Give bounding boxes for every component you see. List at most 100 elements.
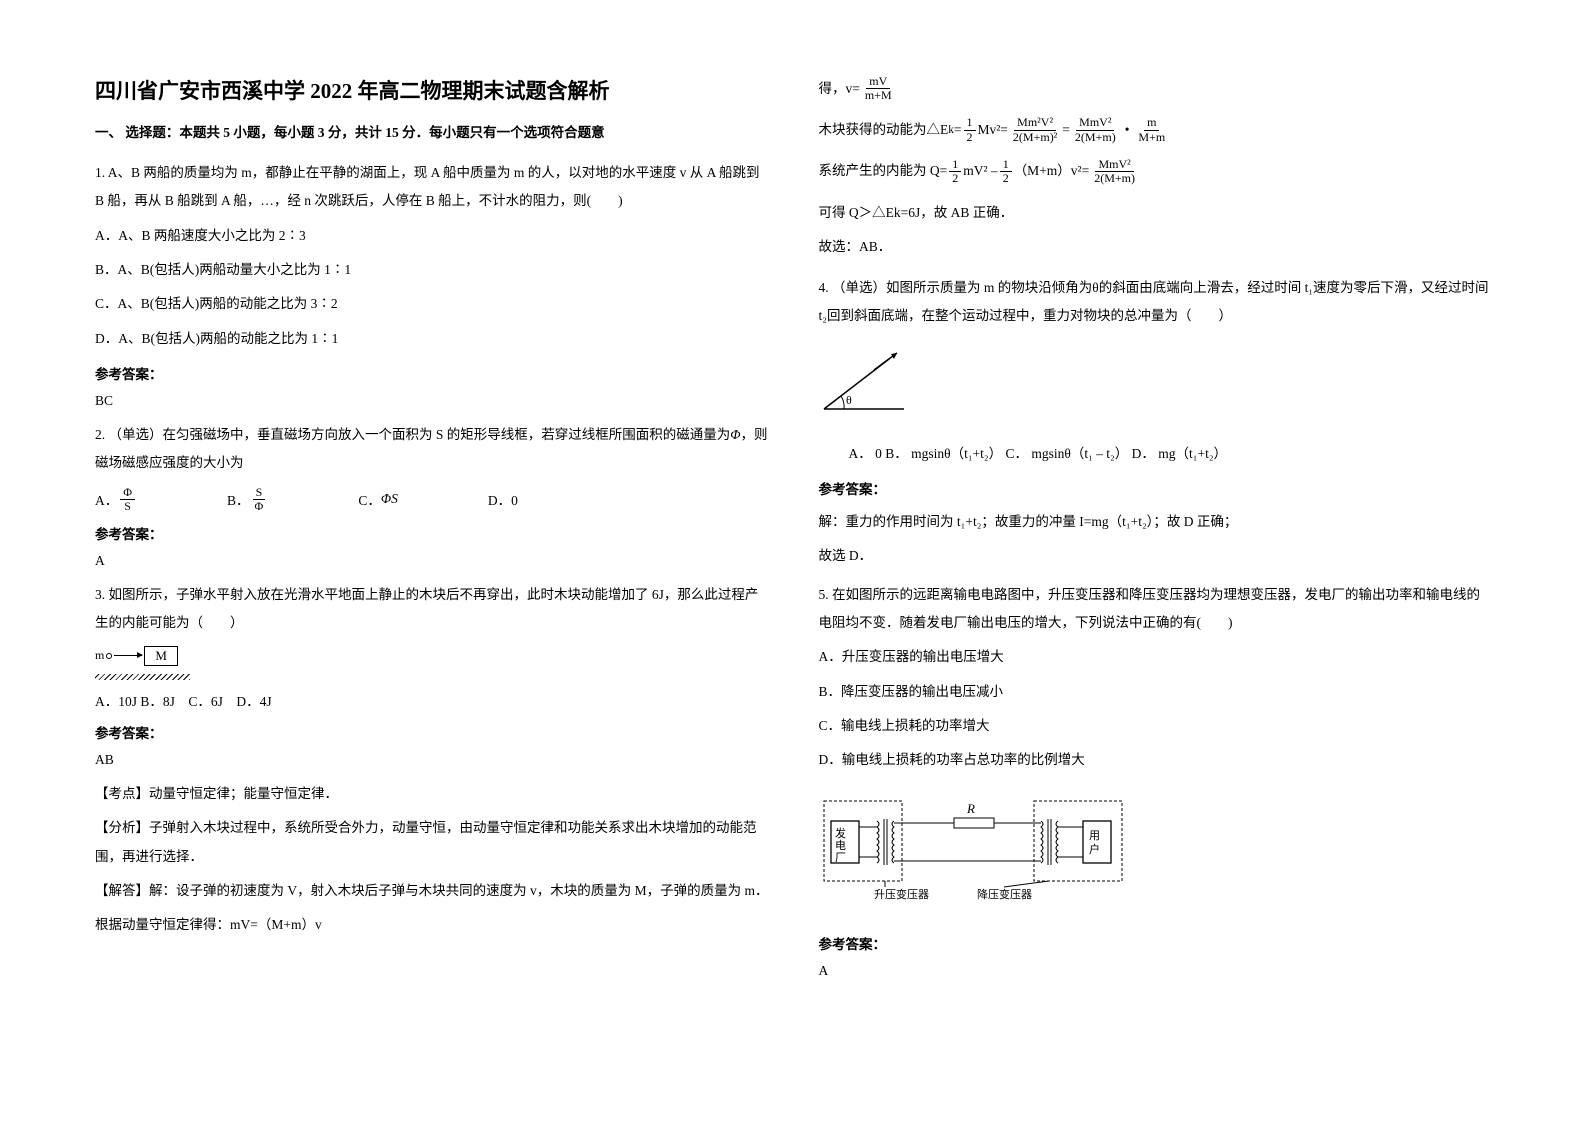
q2-opt-c: C． ΦS	[358, 489, 398, 509]
arrow-icon	[114, 655, 142, 656]
q2-phi: Φ	[730, 427, 740, 442]
q5-opt-c: C．输电线上损耗的功率增大	[819, 712, 1493, 740]
q1-answer: BC	[95, 393, 769, 409]
page-title: 四川省广安市西溪中学 2022 年高二物理期末试题含解析	[95, 75, 769, 105]
right-column: 得， v= mV m+M 木块获得的动能为△Ek = 1 2 Mv²= Mm²V…	[794, 75, 1493, 1092]
q-mv2a: mV² –	[963, 161, 997, 181]
q5-opt-a: A．升压变压器的输出电压增大	[819, 643, 1493, 671]
frac-den: Φ	[252, 500, 267, 513]
up-transformer-label: 升压变压器	[874, 887, 929, 901]
q5-opt-d: D．输电线上损耗的功率占总功率的比例增大	[819, 746, 1493, 774]
q2-opt-c-label: C．	[358, 489, 381, 509]
ek-pre: 木块获得的动能为△E	[819, 120, 949, 140]
q2-opt-a: A． Φ S	[95, 486, 137, 513]
frac-num: MmV²	[1095, 158, 1133, 172]
q3-line4: 可得 Q＞△Ek=6J，故 AB 正确．	[819, 199, 1493, 227]
incline-diagram: θ	[819, 347, 919, 417]
q3-line5: 故选：AB．	[819, 233, 1493, 261]
q2-answer: A	[95, 553, 769, 569]
frac-den: 2	[949, 172, 961, 185]
q3-answer: AB	[95, 752, 769, 768]
q3-note4: 根据动量守恒定律得：mV=（M+m）v	[95, 911, 769, 939]
eq-v-lhs: v=	[846, 79, 860, 99]
frac-den: 2(M+m)	[1072, 131, 1119, 144]
block-box: M	[144, 646, 178, 666]
frac-den: 2	[1000, 172, 1012, 185]
q5-stem: 5. 在如图所示的远距离输电电路图中，升压变压器和降压变压器均为理想变压器，发电…	[819, 581, 1493, 638]
q1-opt-b: B．A、B(包括人)两船动量大小之比为 1∶1	[95, 256, 769, 284]
r-label: R	[966, 801, 975, 816]
frac-den: S	[121, 500, 134, 513]
q2-stem: 2. （单选）在匀强磁场中，垂直磁场方向放入一个面积为 S 的矩形导线框，若穿过…	[95, 421, 769, 478]
q-f: MmV² 2(M+m)	[1091, 158, 1138, 185]
q-mv2b: （M+m）v²=	[1014, 161, 1090, 181]
left-column: 四川省广安市西溪中学 2022 年高二物理期末试题含解析 一、 选择题：本题共 …	[95, 75, 794, 1092]
bullet-label: m	[95, 648, 104, 663]
q-pre: 系统产生的内能为 Q=	[819, 161, 948, 181]
frac-num: Mm²V²	[1014, 116, 1056, 130]
frac-num: mV	[866, 75, 890, 89]
q1-opt-d: D．A、B(包括人)两船的动能之比为 1∶1	[95, 325, 769, 353]
ek-eq2: =	[1062, 120, 1070, 140]
ek-f3: MmV² 2(M+m)	[1072, 116, 1119, 143]
eq-v-pre: 得，	[819, 79, 846, 99]
frac-den: 2(M+m)²	[1010, 131, 1060, 144]
frac-num: 1	[964, 116, 976, 130]
ek-f4: m M+m	[1135, 116, 1168, 143]
ek-f2: Mm²V² 2(M+m)²	[1010, 116, 1060, 143]
q1-opt-a: A．A、B 两船速度大小之比为 2∶3	[95, 222, 769, 250]
eq-q: 系统产生的内能为 Q= 1 2 mV² – 1 2 （M+m）v²= MmV² …	[819, 158, 1493, 185]
frac-num: MmV²	[1076, 116, 1114, 130]
q3-note2: 【分析】子弹射入木块过程中，系统所受合外力，动量守恒，由动量守恒定律和功能关系求…	[95, 814, 769, 871]
q4-answer-label: 参考答案：	[819, 478, 1493, 498]
frac-den: 2(M+m)	[1091, 172, 1138, 185]
eq-ek: 木块获得的动能为△Ek = 1 2 Mv²= Mm²V² 2(M+m)² = M…	[819, 116, 1493, 143]
q4-stem: 4. （单选）如图所示质量为 m 的物块沿倾角为θ的斜面由底端向上滑去，经过时间…	[819, 274, 1493, 331]
q4-options: A． 0 B． mgsinθ（t₁+t₂） C． mgsinθ（t₁ – t₂）…	[819, 440, 1493, 468]
frac-half: 1 2	[964, 116, 976, 143]
frac-den: m+M	[862, 89, 895, 102]
frac-num: Φ	[120, 486, 135, 500]
bullet-icon	[106, 653, 112, 659]
q2-opt-d: D．0	[488, 489, 518, 509]
frac-half-b: 1 2	[1000, 158, 1012, 185]
frac-den: 2	[964, 131, 976, 144]
circuit-diagram: 发 电 厂 R 用 户 升压变压器 降压变压器	[819, 793, 1139, 908]
q3-options: A．10J B．8J C．6J D．4J	[95, 690, 769, 710]
theta-label: θ	[846, 393, 852, 407]
frac-num: S	[253, 486, 266, 500]
gen-label: 发	[835, 826, 846, 840]
q5-answer: A	[819, 963, 1493, 979]
q4-sol2: 故选 D．	[819, 542, 1493, 570]
svg-text:厂: 厂	[835, 852, 846, 864]
q2-opt-b-frac: S Φ	[252, 486, 267, 513]
q2-opt-a-label: A．	[95, 489, 118, 509]
q3-diagram: m M	[95, 646, 769, 680]
q2-options: A． Φ S B． S Φ C． ΦS D．0	[95, 486, 769, 513]
ground-hatch	[95, 674, 190, 680]
q3-note1: 【考点】动量守恒定律；能量守恒定律．	[95, 780, 769, 808]
q2-opt-a-frac: Φ S	[120, 486, 135, 513]
bullet-block-diagram: m M	[95, 646, 769, 666]
q1-opt-c: C．A、B(包括人)两船的动能之比为 3∶2	[95, 290, 769, 318]
ek-mv2: Mv²=	[978, 120, 1008, 140]
q1-stem: 1. A、B 两船的质量均为 m，都静止在平静的湖面上，现 A 船中质量为 m …	[95, 159, 769, 216]
q2-opt-b: B． S Φ	[227, 486, 268, 513]
down-transformer-label: 降压变压器	[977, 887, 1032, 901]
q4-sol1: 解：重力的作用时间为 t₁+t₂；故重力的冲量 I=mg（t₁+t₂）；故 D …	[819, 508, 1493, 536]
frac-num: 1	[949, 158, 961, 172]
frac-den: M+m	[1135, 131, 1168, 144]
q2-answer-label: 参考答案：	[95, 523, 769, 543]
q3-answer-label: 参考答案：	[95, 722, 769, 742]
frac-num: m	[1144, 116, 1159, 130]
eq-v: 得， v= mV m+M	[819, 75, 1493, 102]
section-1-header: 一、 选择题：本题共 5 小题，每小题 3 分，共计 15 分．每小题只有一个选…	[95, 121, 769, 141]
q2-opt-b-label: B．	[227, 489, 250, 509]
q5-answer-label: 参考答案：	[819, 933, 1493, 953]
ek-eq: =	[954, 120, 962, 140]
q2-opt-c-val: ΦS	[381, 491, 398, 507]
frac-num: 1	[1000, 158, 1012, 172]
svg-text:电: 电	[835, 839, 846, 852]
q2-stem-a: 2. （单选）在匀强磁场中，垂直磁场方向放入一个面积为 S 的矩形导线框，若穿过…	[95, 427, 730, 442]
svg-text:户: 户	[1089, 842, 1100, 856]
